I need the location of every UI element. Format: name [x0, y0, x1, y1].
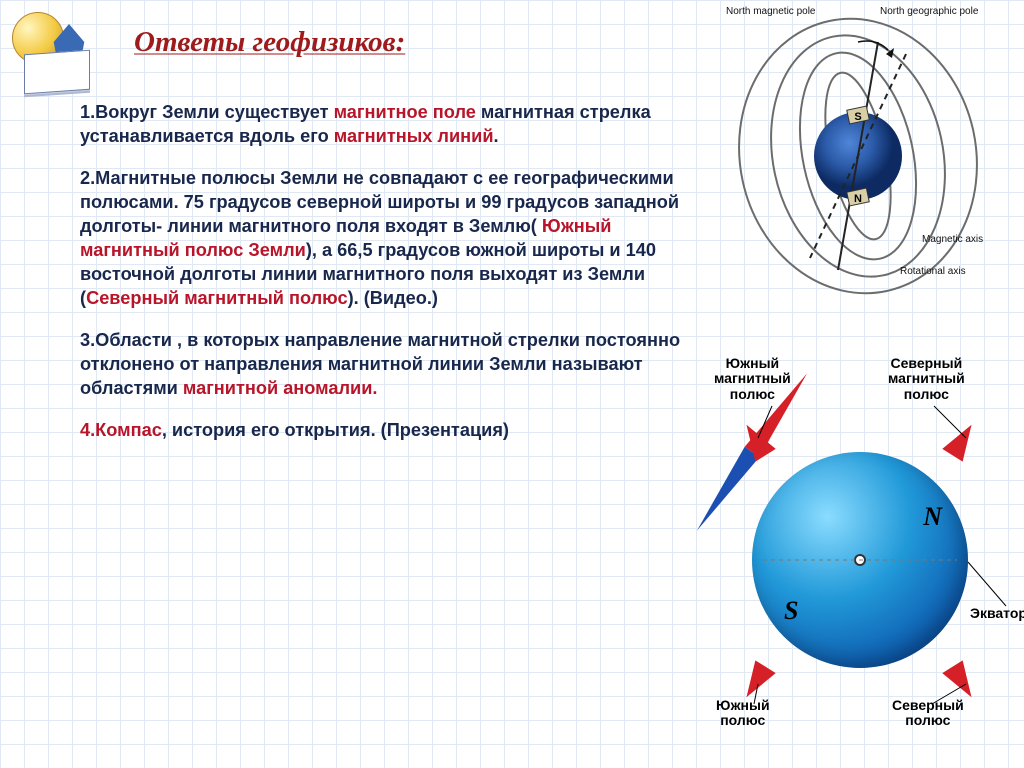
p1-text-e: . [494, 126, 499, 146]
compass-disc: N S [752, 452, 968, 668]
p1-highlight-field: магнитное поле [334, 102, 476, 122]
svg-text:S: S [854, 111, 861, 123]
svg-text:N: N [854, 193, 862, 205]
book-icon [24, 50, 90, 95]
label-equator: Экватор [970, 606, 1024, 621]
label-rotational-axis: Rotational axis [900, 266, 966, 277]
p4-highlight-compass: 4.Компас [80, 420, 162, 440]
magnetosphere-diagram: S N North magnetic pole North geographic… [708, 6, 1008, 316]
p1-highlight-lines: магнитных линий [334, 126, 494, 146]
paragraph-4: 4.Компас, история его открытия. (Презент… [80, 418, 710, 442]
compass-S: S [784, 596, 798, 626]
p3-highlight-anomaly: магнитной аномалии. [183, 378, 378, 398]
p1-text-a: 1.Вокруг Земли существует [80, 102, 334, 122]
header-icon [6, 6, 102, 102]
p4-text-b: , история его открытия. (Презентация) [162, 420, 509, 440]
paragraph-3: 3.Области , в которых направление магнит… [80, 328, 710, 400]
compass-N: N [923, 502, 942, 532]
label-north-geographic-compass: Северный полюс [892, 698, 964, 729]
compass-diagram: Южный магнитный полюс Северный магнитный… [718, 382, 1018, 742]
p3-text-a: 3.Области , в которых направление магнит… [80, 330, 680, 398]
label-north-magnetic-compass: Северный магнитный полюс [888, 356, 965, 402]
label-south-geographic: Южный полюс [716, 698, 770, 729]
paragraph-1: 1.Вокруг Земли существует магнитное поле… [80, 100, 710, 148]
label-north-magnetic: North magnetic pole [726, 6, 816, 17]
arrow-north-magnetic [942, 418, 981, 461]
p2-highlight-north: Северный магнитный полюс [86, 288, 348, 308]
p2-text-e: ). (Видео.) [348, 288, 438, 308]
label-north-geographic: North geographic pole [880, 6, 978, 17]
paragraph-2: 2.Магнитные полюсы Земли не совпадают с … [80, 166, 710, 310]
compass-pivot [854, 554, 866, 566]
label-magnetic-axis: Magnetic axis [922, 234, 983, 245]
slide-title: Ответы геофизиков: [134, 26, 405, 59]
body-text: 1.Вокруг Земли существует магнитное поле… [80, 100, 710, 460]
